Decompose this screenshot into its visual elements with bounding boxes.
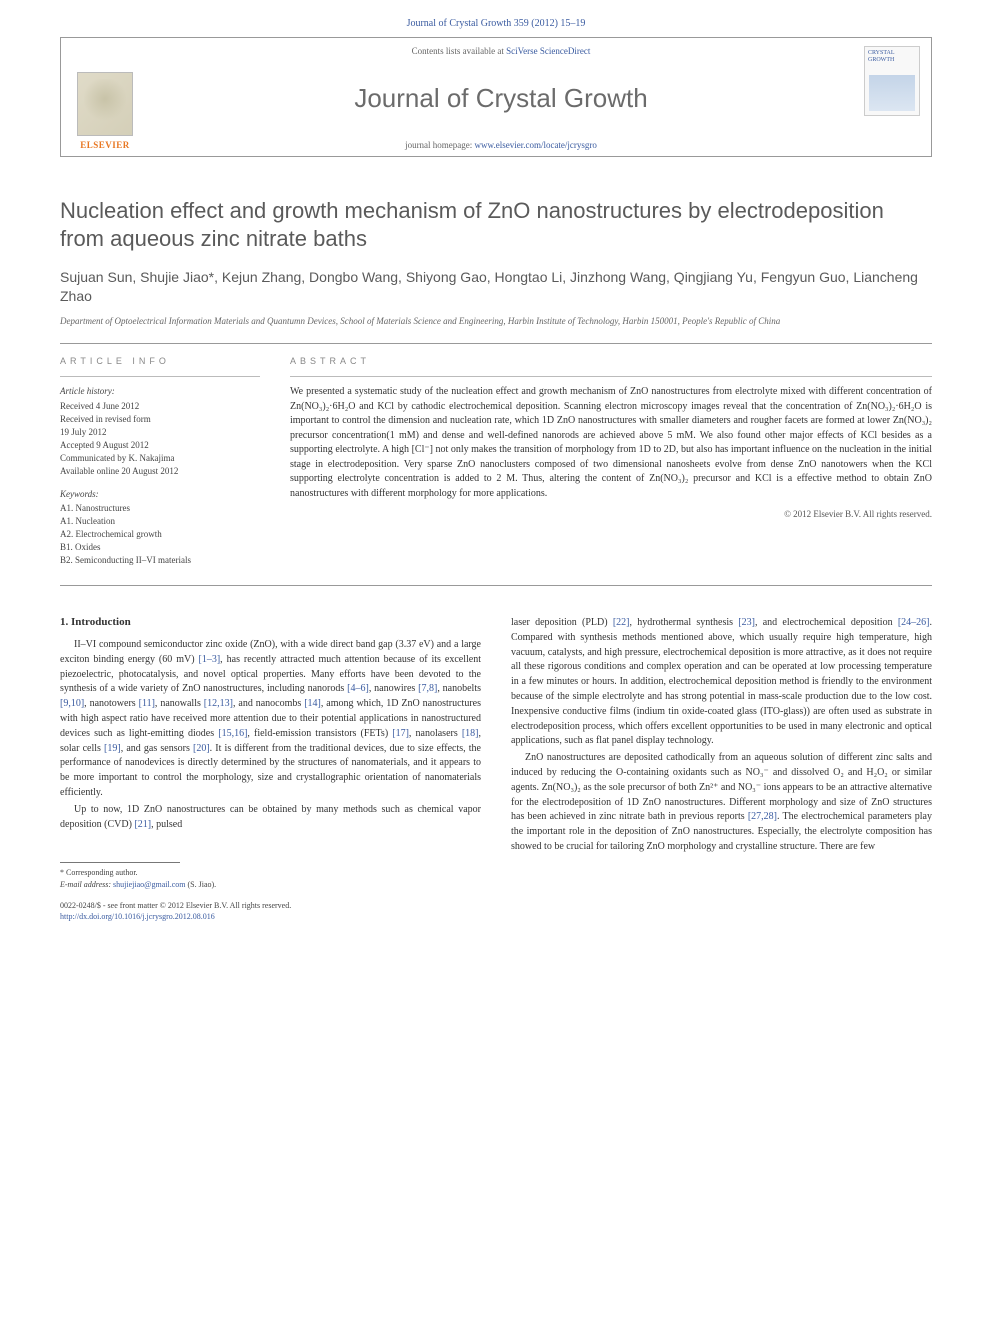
history-line: Communicated by K. Nakajima	[60, 452, 260, 465]
abstract-column: ABSTRACT We presented a systematic study…	[290, 356, 932, 567]
article-info-column: ARTICLE INFO Article history: Received 4…	[60, 356, 260, 567]
author-list: Sujuan Sun, Shujie Jiao*, Kejun Zhang, D…	[60, 268, 932, 306]
keyword-line: B2. Semiconducting II–VI materials	[60, 554, 260, 567]
elsevier-tree-icon	[77, 72, 133, 136]
front-matter-block: 0022-0248/$ - see front matter © 2012 El…	[60, 900, 932, 922]
keywords-block: Keywords: A1. Nanostructures A1. Nucleat…	[60, 488, 260, 567]
body-paragraph: II–VI compound semiconductor zinc oxide …	[60, 638, 481, 801]
publisher-logo-block: ELSEVIER	[61, 38, 149, 156]
history-line: Received 4 June 2012	[60, 400, 260, 413]
cover-thumb-block: CRYSTAL GROWTH	[853, 38, 931, 156]
running-header: Journal of Crystal Growth 359 (2012) 15–…	[0, 0, 992, 37]
abstract-text: We presented a systematic study of the n…	[290, 385, 932, 501]
article-title: Nucleation effect and growth mechanism o…	[60, 197, 932, 252]
doi-prefix[interactable]: http://dx.doi.org/	[60, 912, 114, 921]
journal-center: Contents lists available at SciVerse Sci…	[149, 38, 853, 156]
homepage-link[interactable]: www.elsevier.com/locate/jcrysgro	[475, 140, 597, 150]
doi-link[interactable]: 10.1016/j.jcrysgro.2012.08.016	[114, 912, 215, 921]
history-line: Available online 20 August 2012	[60, 465, 260, 478]
body-column-right: laser deposition (PLD) [22], hydrotherma…	[511, 616, 932, 890]
footnote-rule	[60, 862, 180, 863]
author-email-link[interactable]: shujiejiao@gmail.com	[113, 880, 185, 889]
article-info-label: ARTICLE INFO	[60, 356, 260, 366]
body-paragraph: Up to now, 1D ZnO nanostructures can be …	[60, 803, 481, 833]
history-line: 19 July 2012	[60, 426, 260, 439]
history-heading: Article history:	[60, 385, 260, 398]
keyword-line: A1. Nanostructures	[60, 502, 260, 515]
contents-line: Contents lists available at SciVerse Sci…	[153, 46, 849, 56]
body-paragraph: laser deposition (PLD) [22], hydrotherma…	[511, 616, 932, 749]
journal-cover-icon: CRYSTAL GROWTH	[864, 46, 920, 116]
history-line: Received in revised form	[60, 413, 260, 426]
keyword-line: A2. Electrochemical growth	[60, 528, 260, 541]
affiliation: Department of Optoelectrical Information…	[60, 316, 932, 328]
info-rule	[60, 376, 260, 377]
journal-masthead: ELSEVIER Contents lists available at Sci…	[60, 37, 932, 157]
front-matter-line: 0022-0248/$ - see front matter © 2012 El…	[60, 900, 932, 911]
divider-bottom	[60, 585, 932, 586]
homepage-line: journal homepage: www.elsevier.com/locat…	[153, 140, 849, 150]
corresponding-author: * Corresponding author.	[60, 867, 481, 878]
publisher-name: ELSEVIER	[80, 140, 130, 150]
email-line: E-mail address: shujiejiao@gmail.com (S.…	[60, 879, 481, 890]
divider-top	[60, 343, 932, 344]
body-column-left: 1. Introduction II–VI compound semicondu…	[60, 616, 481, 890]
abstract-label: ABSTRACT	[290, 356, 932, 366]
sciencedirect-link[interactable]: SciVerse ScienceDirect	[506, 46, 590, 56]
article-history-block: Article history: Received 4 June 2012 Re…	[60, 385, 260, 477]
keyword-line: B1. Oxides	[60, 541, 260, 554]
history-line: Accepted 9 August 2012	[60, 439, 260, 452]
abstract-rule	[290, 376, 932, 377]
keyword-line: A1. Nucleation	[60, 515, 260, 528]
journal-title: Journal of Crystal Growth	[153, 83, 849, 114]
abstract-copyright: © 2012 Elsevier B.V. All rights reserved…	[290, 509, 932, 519]
doi-line: http://dx.doi.org/10.1016/j.jcrysgro.201…	[60, 911, 932, 922]
intro-heading: 1. Introduction	[60, 616, 481, 628]
keywords-heading: Keywords:	[60, 488, 260, 501]
body-paragraph: ZnO nanostructures are deposited cathodi…	[511, 751, 932, 855]
body-columns: 1. Introduction II–VI compound semicondu…	[60, 616, 932, 890]
citation: Journal of Crystal Growth 359 (2012) 15–…	[407, 18, 586, 29]
info-abstract-row: ARTICLE INFO Article history: Received 4…	[60, 356, 932, 567]
